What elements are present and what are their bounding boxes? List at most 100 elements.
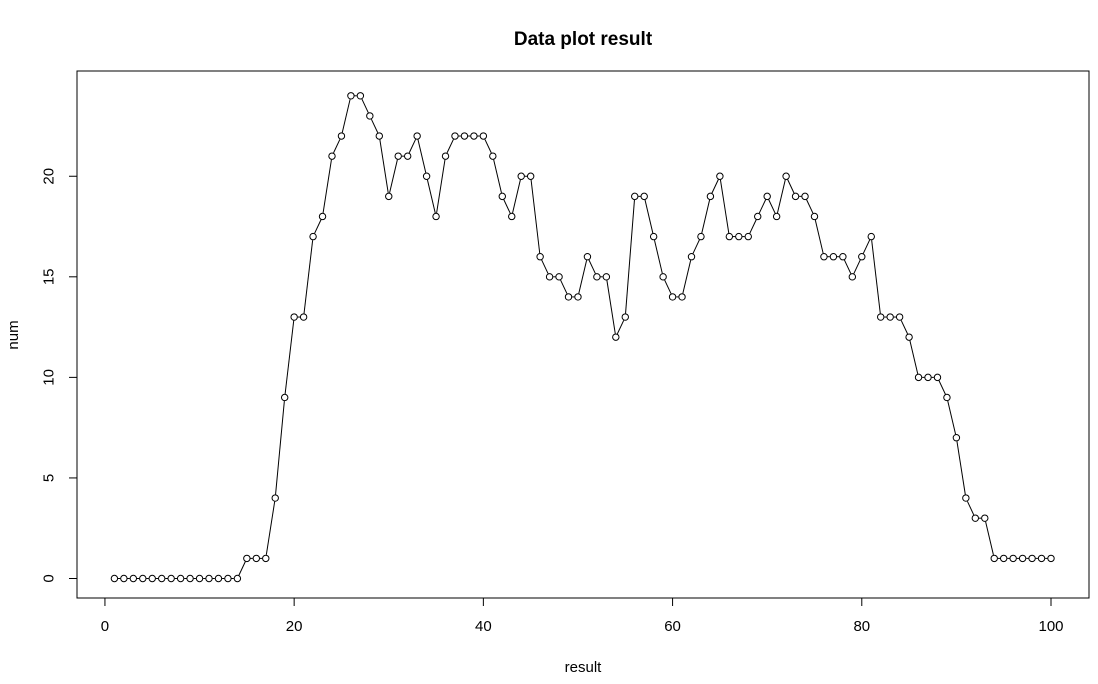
data-point xyxy=(820,253,828,261)
series-line-segment xyxy=(843,259,852,274)
data-point xyxy=(176,574,185,583)
data-point xyxy=(129,574,138,583)
data-point xyxy=(479,132,488,140)
data-point xyxy=(574,293,582,301)
data-point xyxy=(990,554,998,563)
series-line-segment xyxy=(644,199,654,234)
data-point xyxy=(120,574,128,583)
data-point xyxy=(943,393,951,402)
x-tick-label: 60 xyxy=(664,618,681,635)
series-line-segment xyxy=(719,179,730,234)
data-point xyxy=(1018,554,1027,563)
series-line-segment xyxy=(417,139,427,173)
data-point xyxy=(848,273,857,281)
chart-title: Data plot result xyxy=(514,29,653,50)
series-line-segment xyxy=(776,179,786,214)
data-point xyxy=(583,253,592,261)
plot-frame xyxy=(76,70,1090,599)
series-line-segment xyxy=(361,98,369,113)
data-point xyxy=(999,554,1008,563)
data-point xyxy=(1047,554,1055,563)
series-line-segment xyxy=(322,159,332,213)
series-line-segment xyxy=(749,219,757,234)
series-line-segment xyxy=(484,139,492,154)
series-line-segment xyxy=(588,259,596,274)
series-line-segment xyxy=(578,260,588,294)
data-point xyxy=(735,232,743,241)
series-line-segment xyxy=(265,501,276,555)
data-point xyxy=(1009,554,1017,563)
data-point xyxy=(914,373,923,382)
series-line-segment xyxy=(625,199,635,314)
data-point xyxy=(441,152,450,160)
data-point xyxy=(318,212,327,221)
series-line-segment xyxy=(985,521,994,555)
data-point xyxy=(517,172,525,180)
y-tick-label: 10 xyxy=(41,369,58,386)
data-point xyxy=(460,132,469,140)
series-line-segment xyxy=(493,159,502,193)
data-point xyxy=(148,574,156,583)
data-point xyxy=(649,232,658,241)
y-tick-label: 15 xyxy=(41,268,58,285)
series-line-segment xyxy=(814,219,824,254)
data-point xyxy=(309,232,317,241)
data-point xyxy=(801,192,809,201)
series-line-segment xyxy=(947,400,957,435)
data-point xyxy=(631,192,639,201)
data-point xyxy=(186,574,194,583)
data-point xyxy=(195,574,204,583)
data-point xyxy=(782,172,790,180)
data-point xyxy=(593,273,601,281)
series-line-segment xyxy=(503,199,511,214)
series-line-segment xyxy=(956,441,966,495)
data-point xyxy=(252,554,261,563)
data-point xyxy=(640,192,648,201)
x-tick-label: 40 xyxy=(475,618,492,635)
data-point xyxy=(451,132,459,140)
data-point xyxy=(933,373,942,382)
data-point xyxy=(224,574,232,583)
series-line-segment xyxy=(560,279,568,294)
series-line-segment xyxy=(314,219,322,234)
data-point xyxy=(489,152,497,160)
data-point xyxy=(158,574,166,583)
data-point xyxy=(422,172,431,180)
series-line-segment xyxy=(616,320,625,335)
data-point xyxy=(356,92,365,100)
x-tick-label: 20 xyxy=(286,618,303,635)
data-point xyxy=(905,333,913,341)
series-line-segment xyxy=(370,118,379,133)
data-point xyxy=(706,192,715,201)
series-line-segment xyxy=(341,99,351,133)
series-line-segment xyxy=(806,199,814,214)
data-point xyxy=(829,253,838,261)
data-point xyxy=(508,212,516,221)
x-tick-label: 80 xyxy=(853,618,870,635)
series-line-segment xyxy=(787,179,795,194)
data-point xyxy=(877,313,885,321)
y-tick-label: 5 xyxy=(41,474,58,482)
x-tick-label: 100 xyxy=(1038,618,1063,635)
data-point xyxy=(214,574,223,583)
data-point xyxy=(678,293,686,301)
series-line-segment xyxy=(653,239,663,274)
data-point xyxy=(612,333,620,341)
data-point xyxy=(725,232,734,241)
data-point xyxy=(555,273,563,281)
data-point xyxy=(375,132,383,140)
data-point xyxy=(602,273,611,281)
series-line-segment xyxy=(512,179,521,214)
data-point xyxy=(385,192,393,201)
data-point xyxy=(366,112,374,120)
data-point xyxy=(205,574,213,583)
series-line-segment xyxy=(238,561,246,576)
data-point xyxy=(470,132,478,140)
data-point xyxy=(498,192,506,201)
series-line-segment xyxy=(446,139,454,154)
y-tick-label: 20 xyxy=(41,168,58,185)
data-point xyxy=(347,92,355,100)
data-point xyxy=(867,232,875,241)
data-point xyxy=(337,132,346,140)
